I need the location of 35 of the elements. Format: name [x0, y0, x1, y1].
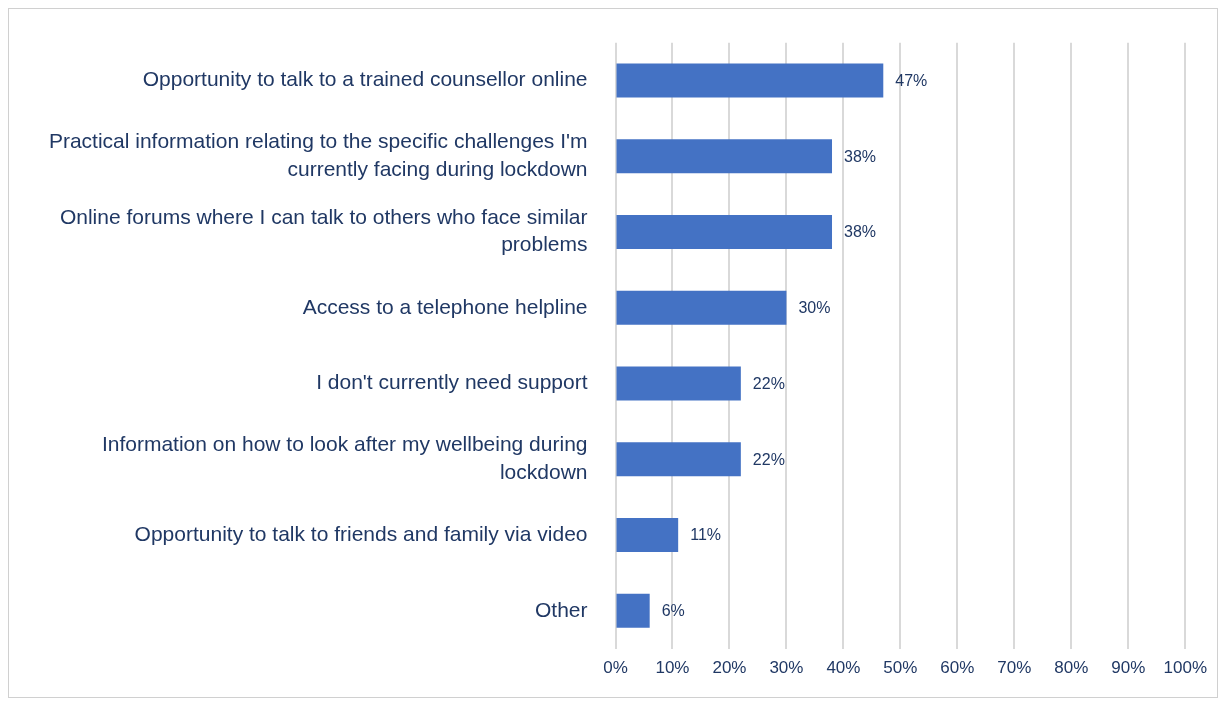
bar — [616, 214, 833, 250]
data-label: 38% — [844, 147, 877, 165]
bar — [616, 517, 679, 553]
data-label: 22% — [752, 450, 785, 468]
data-label: 47% — [895, 71, 928, 89]
data-label: 22% — [752, 374, 785, 392]
y-tick-label: Practical information relating to the specific challenges I'm currently facing during lockdown — [48, 129, 588, 180]
bar — [616, 593, 650, 628]
x-tick-label: 60% — [940, 658, 975, 678]
x-tick-label: 20% — [712, 658, 747, 678]
data-label: 30% — [798, 299, 831, 317]
x-tick-label: 50% — [883, 658, 918, 678]
y-tick-label: Information on how to look after my wellbeing during lockdown — [101, 432, 588, 483]
x-tick-label: 30% — [769, 658, 804, 678]
y-tick-label: Opportunity to talk to friends and family via video — [134, 521, 588, 545]
bar — [616, 366, 741, 401]
x-tick-label: 0% — [603, 658, 628, 678]
y-tick-label: Opportunity to talk to a trained counsellor online — [142, 67, 588, 91]
y-tick-label: Access to a telephone helpline — [302, 294, 588, 318]
bar — [616, 442, 741, 477]
y-tick-label: Online forums where I can talk to others who face similar problems — [59, 205, 588, 256]
x-tick-label: 70% — [997, 658, 1032, 678]
data-label: 11% — [690, 526, 722, 544]
x-tick-label: 10% — [655, 658, 690, 678]
y-tick-label: Other — [534, 597, 588, 621]
bar — [616, 63, 884, 98]
x-tick-label: 100% — [1163, 658, 1207, 678]
bar — [616, 290, 787, 325]
data-label: 38% — [844, 223, 877, 241]
bar — [616, 139, 833, 174]
y-tick-label: I don't currently need support — [316, 370, 588, 394]
data-label: 6% — [661, 602, 685, 620]
x-tick-label: 40% — [826, 658, 861, 678]
x-tick-label: 90% — [1111, 658, 1146, 678]
x-tick-label: 80% — [1054, 658, 1089, 678]
